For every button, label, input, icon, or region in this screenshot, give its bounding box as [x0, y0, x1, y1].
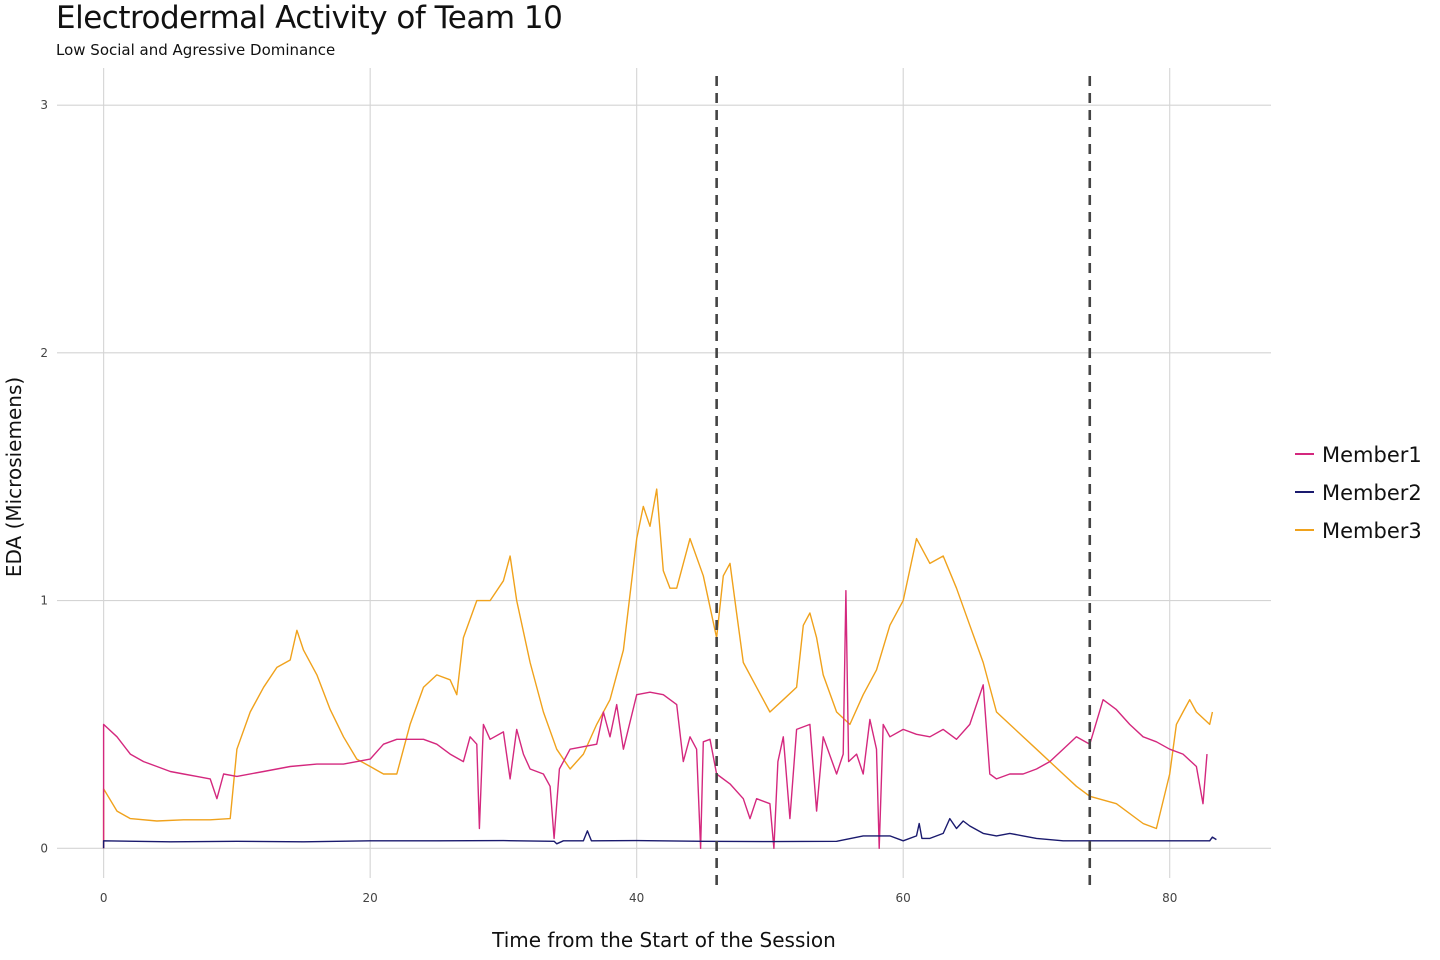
y-tick-label: 3 — [40, 98, 48, 112]
legend-label-member2: Member2 — [1322, 481, 1422, 505]
tick-labels: 0 1 2 3 0 20 40 60 80 — [40, 98, 1177, 905]
x-tick-label: 80 — [1162, 891, 1177, 905]
chart-title: Electrodermal Activity of Team 10 — [56, 0, 563, 36]
y-tick-label: 0 — [40, 841, 48, 855]
x-tick-label: 20 — [363, 891, 378, 905]
x-tick-label: 60 — [896, 891, 911, 905]
series-line-member3 — [102, 488, 1214, 849]
y-tick-label: 1 — [40, 594, 48, 608]
chart-subtitle: Low Social and Agressive Dominance — [56, 41, 336, 59]
x-tick-label: 0 — [100, 891, 108, 905]
series-line-member2 — [102, 817, 1217, 849]
y-tick-label: 2 — [40, 346, 48, 360]
legend-label-member3: Member3 — [1322, 519, 1422, 543]
legend-label-member1: Member1 — [1322, 443, 1422, 467]
grid-lines — [57, 68, 1271, 878]
x-tick-label: 40 — [629, 891, 644, 905]
legend: Member1 Member2 Member3 — [1295, 443, 1422, 543]
y-axis-title: EDA (Microsiemens) — [2, 377, 26, 577]
x-axis-title: Time from the Start of the Session — [491, 928, 836, 952]
series-layer — [102, 488, 1217, 849]
series-line-member1 — [102, 590, 1208, 849]
